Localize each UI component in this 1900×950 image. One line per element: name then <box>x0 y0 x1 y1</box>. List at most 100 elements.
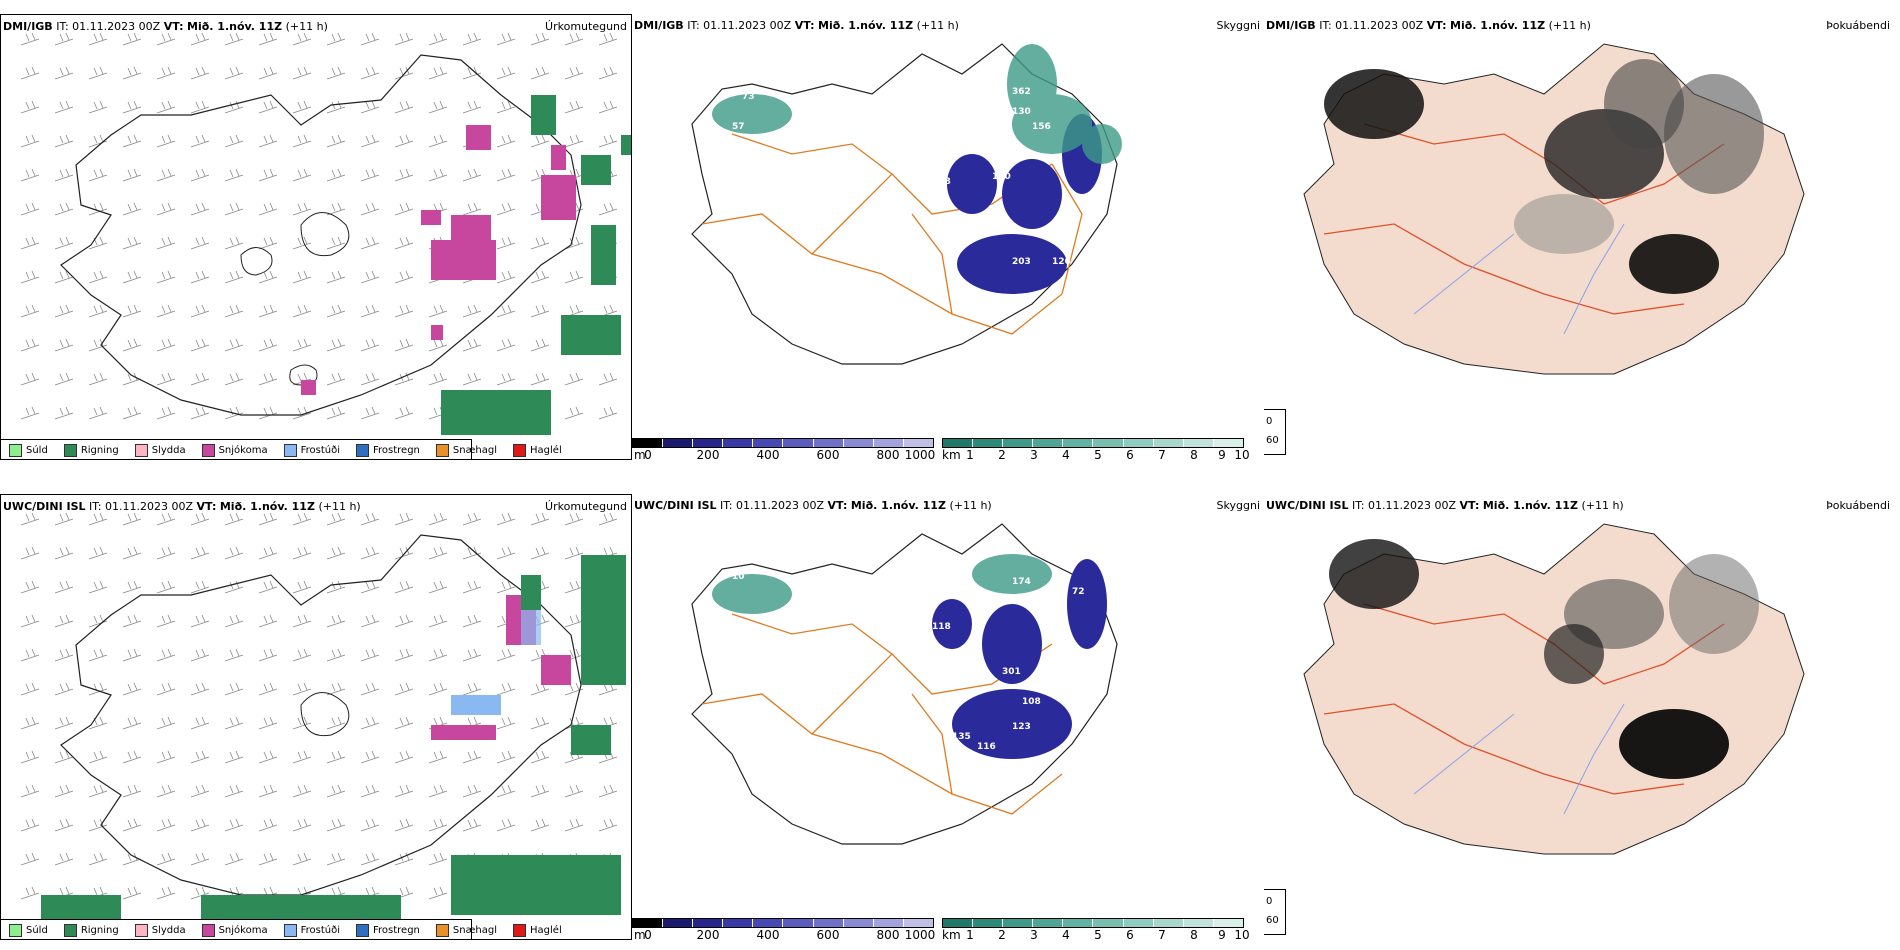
wind-barb <box>224 338 244 352</box>
panel-header: DMI/IGB IT: 01.11.2023 00Z VT: Mið. 1.nó… <box>1266 19 1591 32</box>
map-value: 52 <box>972 217 985 227</box>
wind-barb <box>122 886 142 900</box>
panel-title: Skyggni <box>1216 499 1260 512</box>
wind-barb <box>428 648 448 662</box>
wind-barb <box>20 784 40 798</box>
wind-barb <box>88 818 108 832</box>
wind-barb <box>258 750 278 764</box>
legend-item: Frostúði <box>283 443 340 457</box>
wind-barb <box>564 818 584 832</box>
legend-item: Frostúði <box>283 923 340 937</box>
wind-barb <box>122 236 142 250</box>
wind-barb <box>54 818 74 832</box>
wind-barb <box>54 270 74 284</box>
wind-barb <box>88 66 108 80</box>
wind-barb <box>54 100 74 114</box>
legend-item: Snjókoma <box>201 923 268 937</box>
wind-barb <box>20 304 40 318</box>
wind-barb <box>292 168 312 182</box>
legend-swatch <box>356 923 369 937</box>
wind-barb <box>156 784 176 798</box>
wind-barb <box>496 338 516 352</box>
visibility-ticks: 1 2 3 4 5 6 7 8 9 10 <box>966 448 1250 459</box>
wind-barb <box>428 682 448 696</box>
wind-barb <box>428 66 448 80</box>
wind-barb <box>122 512 142 526</box>
wind-barb <box>428 818 448 832</box>
wind-barb <box>122 750 142 764</box>
wind-barb <box>496 134 516 148</box>
wind-barb <box>326 648 346 662</box>
wind-barb <box>190 236 210 250</box>
ceiling-ticks: 0 200 400 600 800 1000 <box>644 928 936 939</box>
wind-barb <box>496 546 516 560</box>
wind-barb <box>360 614 380 628</box>
wind-barb <box>156 818 176 832</box>
ceiling-unit: m <box>634 928 646 939</box>
wind-barb <box>258 546 278 560</box>
legend-swatch <box>283 923 297 937</box>
wind-barb <box>530 304 550 318</box>
wind-barb <box>156 512 176 526</box>
snow-areas <box>301 125 576 395</box>
wind-barb <box>292 716 312 730</box>
wind-barb <box>20 818 40 832</box>
wind-barb <box>326 66 346 80</box>
wind-barb <box>54 236 74 250</box>
wind-barb <box>462 66 482 80</box>
wind-barb <box>564 406 584 420</box>
wind-barb <box>224 580 244 594</box>
wind-barb <box>54 32 74 46</box>
wind-barb <box>54 512 74 526</box>
wind-barb <box>598 66 618 80</box>
panel-title: Skyggni <box>1216 19 1260 32</box>
precip-type-panel-uwc: UWC/DINI ISL IT: 01.11.2023 00Z VT: Mið.… <box>0 494 632 940</box>
wind-barb <box>54 580 74 594</box>
wind-barb <box>326 270 346 284</box>
wind-barb <box>394 100 414 114</box>
wind-barb <box>20 750 40 764</box>
legend-swatch <box>134 443 148 457</box>
wind-barb <box>258 270 278 284</box>
wind-barb <box>598 372 618 386</box>
wind-barb <box>224 32 244 46</box>
wind-barb <box>530 32 550 46</box>
legend-item: Haglél <box>513 923 562 937</box>
wind-barb <box>224 406 244 420</box>
wind-barb <box>326 682 346 696</box>
wind-barb <box>598 784 618 798</box>
wind-barb <box>496 818 516 832</box>
wind-barb <box>428 32 448 46</box>
wind-barb <box>496 100 516 114</box>
wind-barb <box>564 614 584 628</box>
wind-barb <box>292 100 312 114</box>
legend-item: Súld <box>9 443 48 457</box>
ceiling-map: 118 72 174 301 108 135 116 123 10 <box>691 523 1118 845</box>
panel-header: UWC/DINI ISL IT: 01.11.2023 00Z VT: Mið.… <box>634 499 992 512</box>
wind-barb <box>292 852 312 866</box>
wind-barb <box>394 406 414 420</box>
wind-barb <box>224 304 244 318</box>
wind-barb <box>54 614 74 628</box>
ceiling-ticks: 0 200 400 600 800 1000 <box>644 448 936 459</box>
wind-barb <box>224 682 244 696</box>
wind-barb <box>462 100 482 114</box>
legend-swatch <box>9 443 22 457</box>
wind-barb <box>122 818 142 832</box>
legend-swatch <box>513 443 527 457</box>
wind-barb <box>156 750 176 764</box>
map-value: 301 <box>1002 667 1021 677</box>
visibility-ticks: 1 2 3 4 5 6 7 8 9 10 <box>966 928 1250 939</box>
wind-barb <box>122 406 142 420</box>
wind-barb <box>292 580 312 594</box>
wind-barb <box>394 270 414 284</box>
wind-barb <box>20 100 40 114</box>
wind-barb <box>54 852 74 866</box>
wind-barb <box>496 682 516 696</box>
wind-barb <box>496 270 516 284</box>
wind-barb <box>292 614 312 628</box>
wind-barb <box>224 546 244 560</box>
wind-barb <box>394 614 414 628</box>
wind-barb <box>88 614 108 628</box>
wind-barb <box>598 818 618 832</box>
